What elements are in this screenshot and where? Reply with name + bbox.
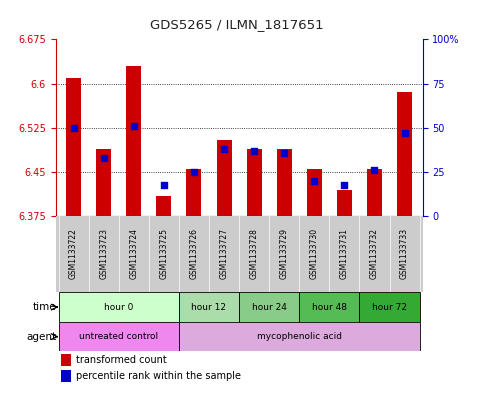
Bar [66,78,81,217]
Bar [58,292,179,322]
Text: GSM1133728: GSM1133728 [250,228,258,279]
Text: hour 24: hour 24 [252,303,286,312]
Bar [247,149,262,217]
Bar [179,292,239,322]
Text: GSM1133727: GSM1133727 [220,228,228,279]
Bar [58,322,179,351]
Bar [337,190,352,217]
Bar [367,169,382,217]
Point [250,148,258,154]
Bar [61,354,71,365]
Bar [359,292,420,322]
Text: GSM1133726: GSM1133726 [189,228,199,279]
Text: untreated control: untreated control [79,332,158,341]
Bar [299,292,359,322]
Point [370,167,378,174]
Point [70,125,77,131]
Bar [186,169,201,217]
Bar [397,92,412,217]
Point [280,149,288,156]
Point [190,169,198,175]
Text: GSM1133722: GSM1133722 [69,228,78,279]
Bar [216,140,231,217]
Bar [61,370,71,382]
Text: GSM1133725: GSM1133725 [159,228,169,279]
Text: GSM1133729: GSM1133729 [280,228,289,279]
Point [401,130,409,136]
Point [130,123,138,129]
Text: GSM1133732: GSM1133732 [370,228,379,279]
Text: hour 48: hour 48 [312,303,347,312]
Bar [307,169,322,217]
Text: GSM1133724: GSM1133724 [129,228,138,279]
Text: hour 0: hour 0 [104,303,133,312]
Bar [239,292,299,322]
Text: GSM1133731: GSM1133731 [340,228,349,279]
Text: GSM1133730: GSM1133730 [310,228,319,279]
Bar [179,322,420,351]
Text: hour 72: hour 72 [372,303,407,312]
Text: GSM1133733: GSM1133733 [400,228,409,279]
Point [341,182,348,188]
Text: transformed count: transformed count [76,355,167,365]
Point [220,146,228,152]
Bar [156,196,171,217]
Bar [126,66,142,217]
Text: agent: agent [26,332,56,342]
Text: percentile rank within the sample: percentile rank within the sample [76,371,241,381]
Text: hour 12: hour 12 [191,303,227,312]
Point [311,178,318,184]
Text: time: time [32,302,56,312]
Point [100,155,108,161]
Bar [277,149,292,217]
Text: GDS5265 / ILMN_1817651: GDS5265 / ILMN_1817651 [150,18,324,31]
Bar [96,149,111,217]
Text: GSM1133723: GSM1133723 [99,228,108,279]
Text: mycophenolic acid: mycophenolic acid [257,332,342,341]
Point [160,182,168,188]
